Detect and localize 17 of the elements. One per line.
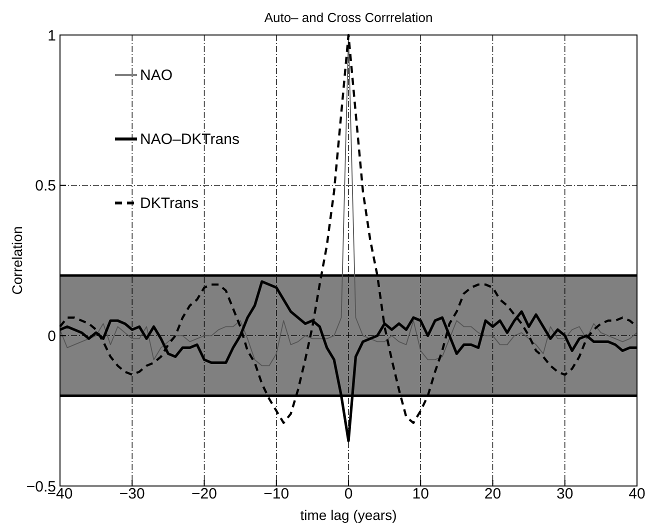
- chart-title: Auto– and Cross Corrrelation: [264, 10, 433, 25]
- legend-label: NAO: [140, 67, 173, 84]
- x-tick-label: 20: [484, 485, 502, 502]
- legend-label: DKTrans: [140, 195, 199, 212]
- y-axis-title: Correlation: [9, 226, 25, 295]
- x-tick-label: −10: [264, 485, 290, 502]
- x-tick-label: 10: [412, 485, 429, 502]
- x-tick-label: 0: [344, 485, 353, 502]
- y-tick-label: 0: [48, 328, 56, 345]
- x-tick-label: −30: [119, 485, 145, 502]
- x-tick-label: −20: [192, 485, 217, 502]
- y-tick-label: 0.5: [35, 178, 56, 195]
- x-tick-label: 30: [556, 485, 574, 502]
- y-tick-label: 1: [48, 27, 56, 44]
- legend-label: NAO–DKTrans: [140, 131, 240, 148]
- x-tick-label: 40: [628, 485, 646, 502]
- x-axis-title: time lag (years): [300, 507, 397, 523]
